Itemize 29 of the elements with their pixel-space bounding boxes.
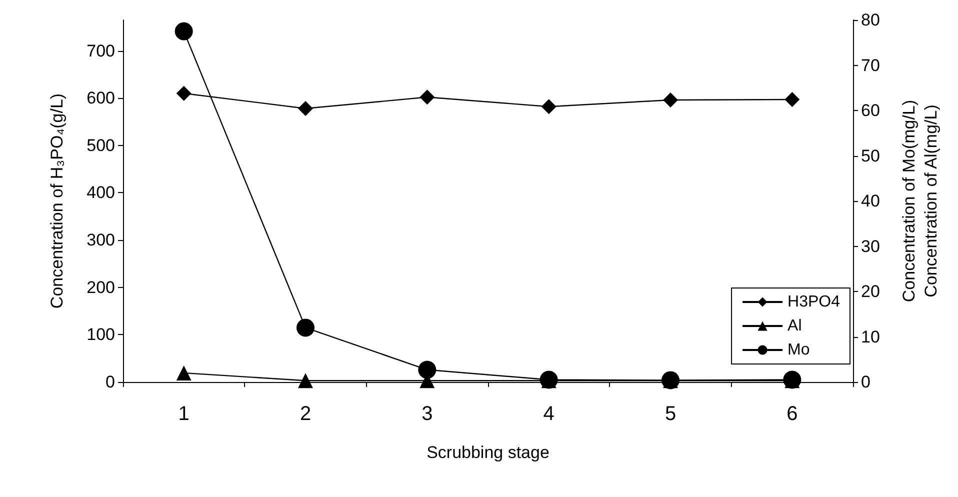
x-tick-label: 2	[300, 403, 312, 425]
y2-tick-label: 60	[861, 101, 880, 120]
x-tick-label: 6	[786, 403, 798, 425]
y2-tick-label: 10	[861, 327, 880, 346]
legend-label: Mo	[788, 342, 810, 358]
y-tick-label: 0	[106, 372, 115, 392]
x-tick-label: 4	[543, 403, 554, 425]
y2-axis-title: Concentration of Mo(mg/L) Concentration of Al(mg/L)	[900, 100, 940, 302]
y2-tick-label: 50	[861, 146, 880, 166]
y-tick-label: 700	[86, 41, 115, 60]
x-tick-label: 3	[422, 403, 433, 425]
x-axis-title: Scrubbing stage	[426, 443, 550, 462]
legend-label: H3PO4	[788, 294, 840, 310]
x-tick-label: 1	[178, 403, 190, 425]
y-tick-label: 100	[86, 325, 115, 344]
y2-tick-label: 40	[861, 192, 880, 210]
y-tick-label: 500	[86, 136, 115, 155]
x-tick-label: 5	[664, 403, 676, 425]
y-axis-title: Concentration of H₃PO₄(g/L)	[48, 93, 66, 309]
legend-label: Al	[788, 318, 802, 334]
y2-tick-label: 0	[861, 372, 870, 392]
y2-tick-label: 20	[861, 282, 880, 301]
y-tick-label: 200	[86, 278, 115, 297]
y-tick-label: 600	[86, 88, 115, 108]
y2-tick-label: 80	[861, 10, 880, 30]
y-tick-label: 300	[86, 230, 115, 250]
y2-tick-label: 30	[861, 236, 880, 256]
y2-tick-label: 70	[861, 56, 880, 75]
y-tick-label: 400	[86, 183, 115, 202]
